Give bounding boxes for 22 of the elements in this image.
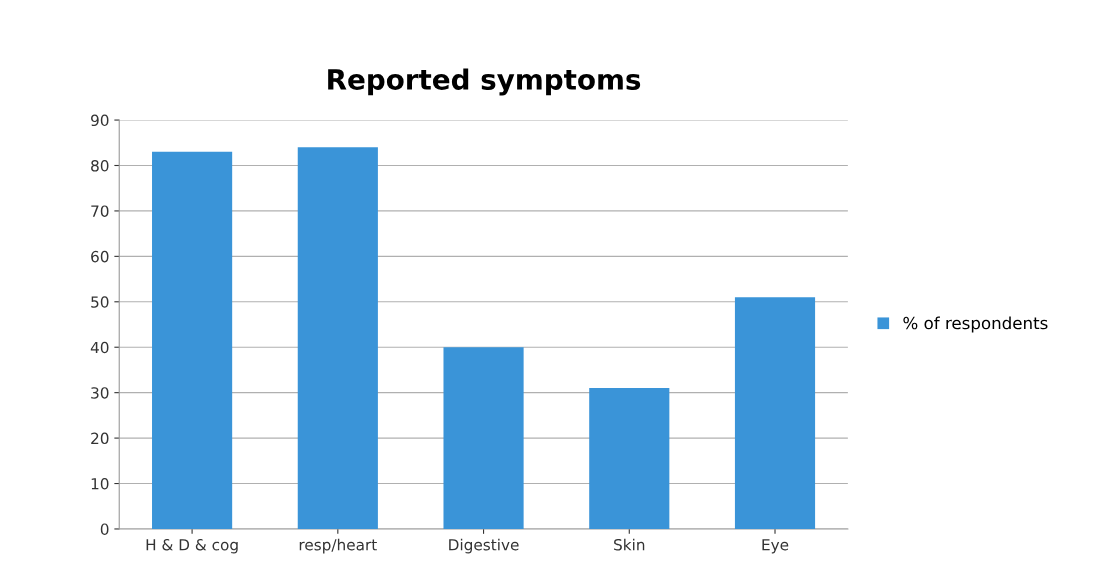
- bar: [734, 297, 816, 529]
- bar: [297, 147, 378, 529]
- y-tick-label: 60: [91, 250, 109, 263]
- bar: [589, 388, 670, 529]
- y-tick-label: 80: [91, 159, 109, 172]
- chart-title: Reported symptoms: [328, 68, 641, 96]
- y-tick-label: 10: [91, 477, 109, 490]
- y-tick-label: 0: [100, 523, 109, 535]
- x-tick-label: resp/heart: [299, 538, 377, 554]
- x-tick-label: H & D & cog: [146, 538, 238, 554]
- y-tick-label: 70: [91, 205, 109, 217]
- x-tick-label: Eye: [762, 539, 789, 554]
- legend-label: % of respondents: [903, 316, 1048, 333]
- x-tick-label: Digestive: [449, 538, 519, 554]
- y-tick-label: 90: [91, 114, 109, 127]
- y-tick-label: 50: [91, 296, 109, 308]
- y-tick-label: 40: [90, 341, 109, 354]
- y-tick-label: 20: [91, 432, 109, 445]
- bar: [443, 347, 524, 529]
- y-tick-label: 30: [91, 387, 109, 399]
- bar: [152, 151, 233, 529]
- x-tick-label: Skin: [614, 538, 645, 551]
